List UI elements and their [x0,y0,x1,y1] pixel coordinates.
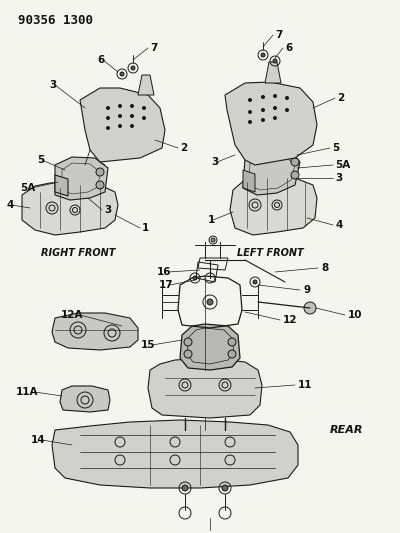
Text: 6: 6 [98,55,105,65]
Text: 5: 5 [332,143,339,153]
Circle shape [142,107,146,109]
Text: 4: 4 [335,220,342,230]
Text: RIGHT FRONT: RIGHT FRONT [41,248,115,258]
Text: 6: 6 [285,43,292,53]
Text: 3: 3 [335,173,342,183]
Polygon shape [180,324,240,370]
Polygon shape [52,313,138,350]
Circle shape [286,96,288,100]
Circle shape [274,117,276,119]
Circle shape [130,104,134,108]
Text: REAR: REAR [330,425,364,435]
Text: 17: 17 [158,280,173,290]
Circle shape [248,99,252,101]
Circle shape [228,350,236,358]
Text: 1: 1 [142,223,149,233]
Circle shape [120,72,124,76]
Text: 12A: 12A [60,310,83,320]
Circle shape [130,125,134,127]
Circle shape [142,117,146,119]
Circle shape [96,168,104,176]
Polygon shape [243,170,255,192]
Circle shape [184,338,192,346]
Circle shape [207,299,213,305]
Text: 12: 12 [283,315,298,325]
Text: 8: 8 [321,263,328,273]
Circle shape [262,118,264,122]
Circle shape [253,280,257,284]
Polygon shape [55,175,68,196]
Circle shape [118,104,122,108]
Polygon shape [80,88,165,162]
Circle shape [262,95,264,99]
Polygon shape [22,182,118,235]
Text: 9: 9 [303,285,310,295]
Polygon shape [60,386,110,412]
Circle shape [274,94,276,98]
Text: LEFT FRONT: LEFT FRONT [237,248,303,258]
Text: 3: 3 [50,80,57,90]
Circle shape [182,485,188,491]
Polygon shape [230,175,317,235]
Polygon shape [225,82,317,165]
Polygon shape [138,75,154,95]
Circle shape [131,66,135,70]
Text: 4: 4 [7,200,14,210]
Circle shape [106,107,110,109]
Polygon shape [148,358,262,418]
Polygon shape [265,62,281,83]
Text: 10: 10 [348,310,362,320]
Text: 11A: 11A [16,387,38,397]
Text: 11: 11 [298,380,312,390]
Text: 5: 5 [37,155,44,165]
Text: 90356 1300: 90356 1300 [18,14,93,27]
Text: 3: 3 [212,157,219,167]
Circle shape [291,158,299,166]
Circle shape [118,115,122,117]
Circle shape [211,238,215,242]
Circle shape [130,115,134,117]
Text: 5A: 5A [20,183,35,193]
Circle shape [96,181,104,189]
Text: 7: 7 [275,30,282,40]
Text: 3: 3 [104,205,111,215]
Text: 7: 7 [150,43,157,53]
Circle shape [184,350,192,358]
Circle shape [106,117,110,119]
Text: 5A: 5A [335,160,350,170]
Circle shape [262,109,264,111]
Circle shape [248,120,252,124]
Circle shape [228,338,236,346]
Circle shape [286,109,288,111]
Circle shape [304,302,316,314]
Circle shape [291,171,299,179]
Text: 16: 16 [156,267,171,277]
Circle shape [193,276,197,280]
Text: 2: 2 [337,93,344,103]
Text: 14: 14 [30,435,45,445]
Polygon shape [52,420,298,488]
Circle shape [118,125,122,127]
Circle shape [261,53,265,57]
Polygon shape [243,148,300,195]
Circle shape [106,126,110,130]
Circle shape [222,485,228,491]
Polygon shape [55,157,108,200]
Circle shape [274,107,276,109]
Circle shape [248,110,252,114]
Text: 15: 15 [140,340,155,350]
Text: 2: 2 [180,143,187,153]
Text: 1: 1 [208,215,215,225]
Circle shape [273,59,277,63]
